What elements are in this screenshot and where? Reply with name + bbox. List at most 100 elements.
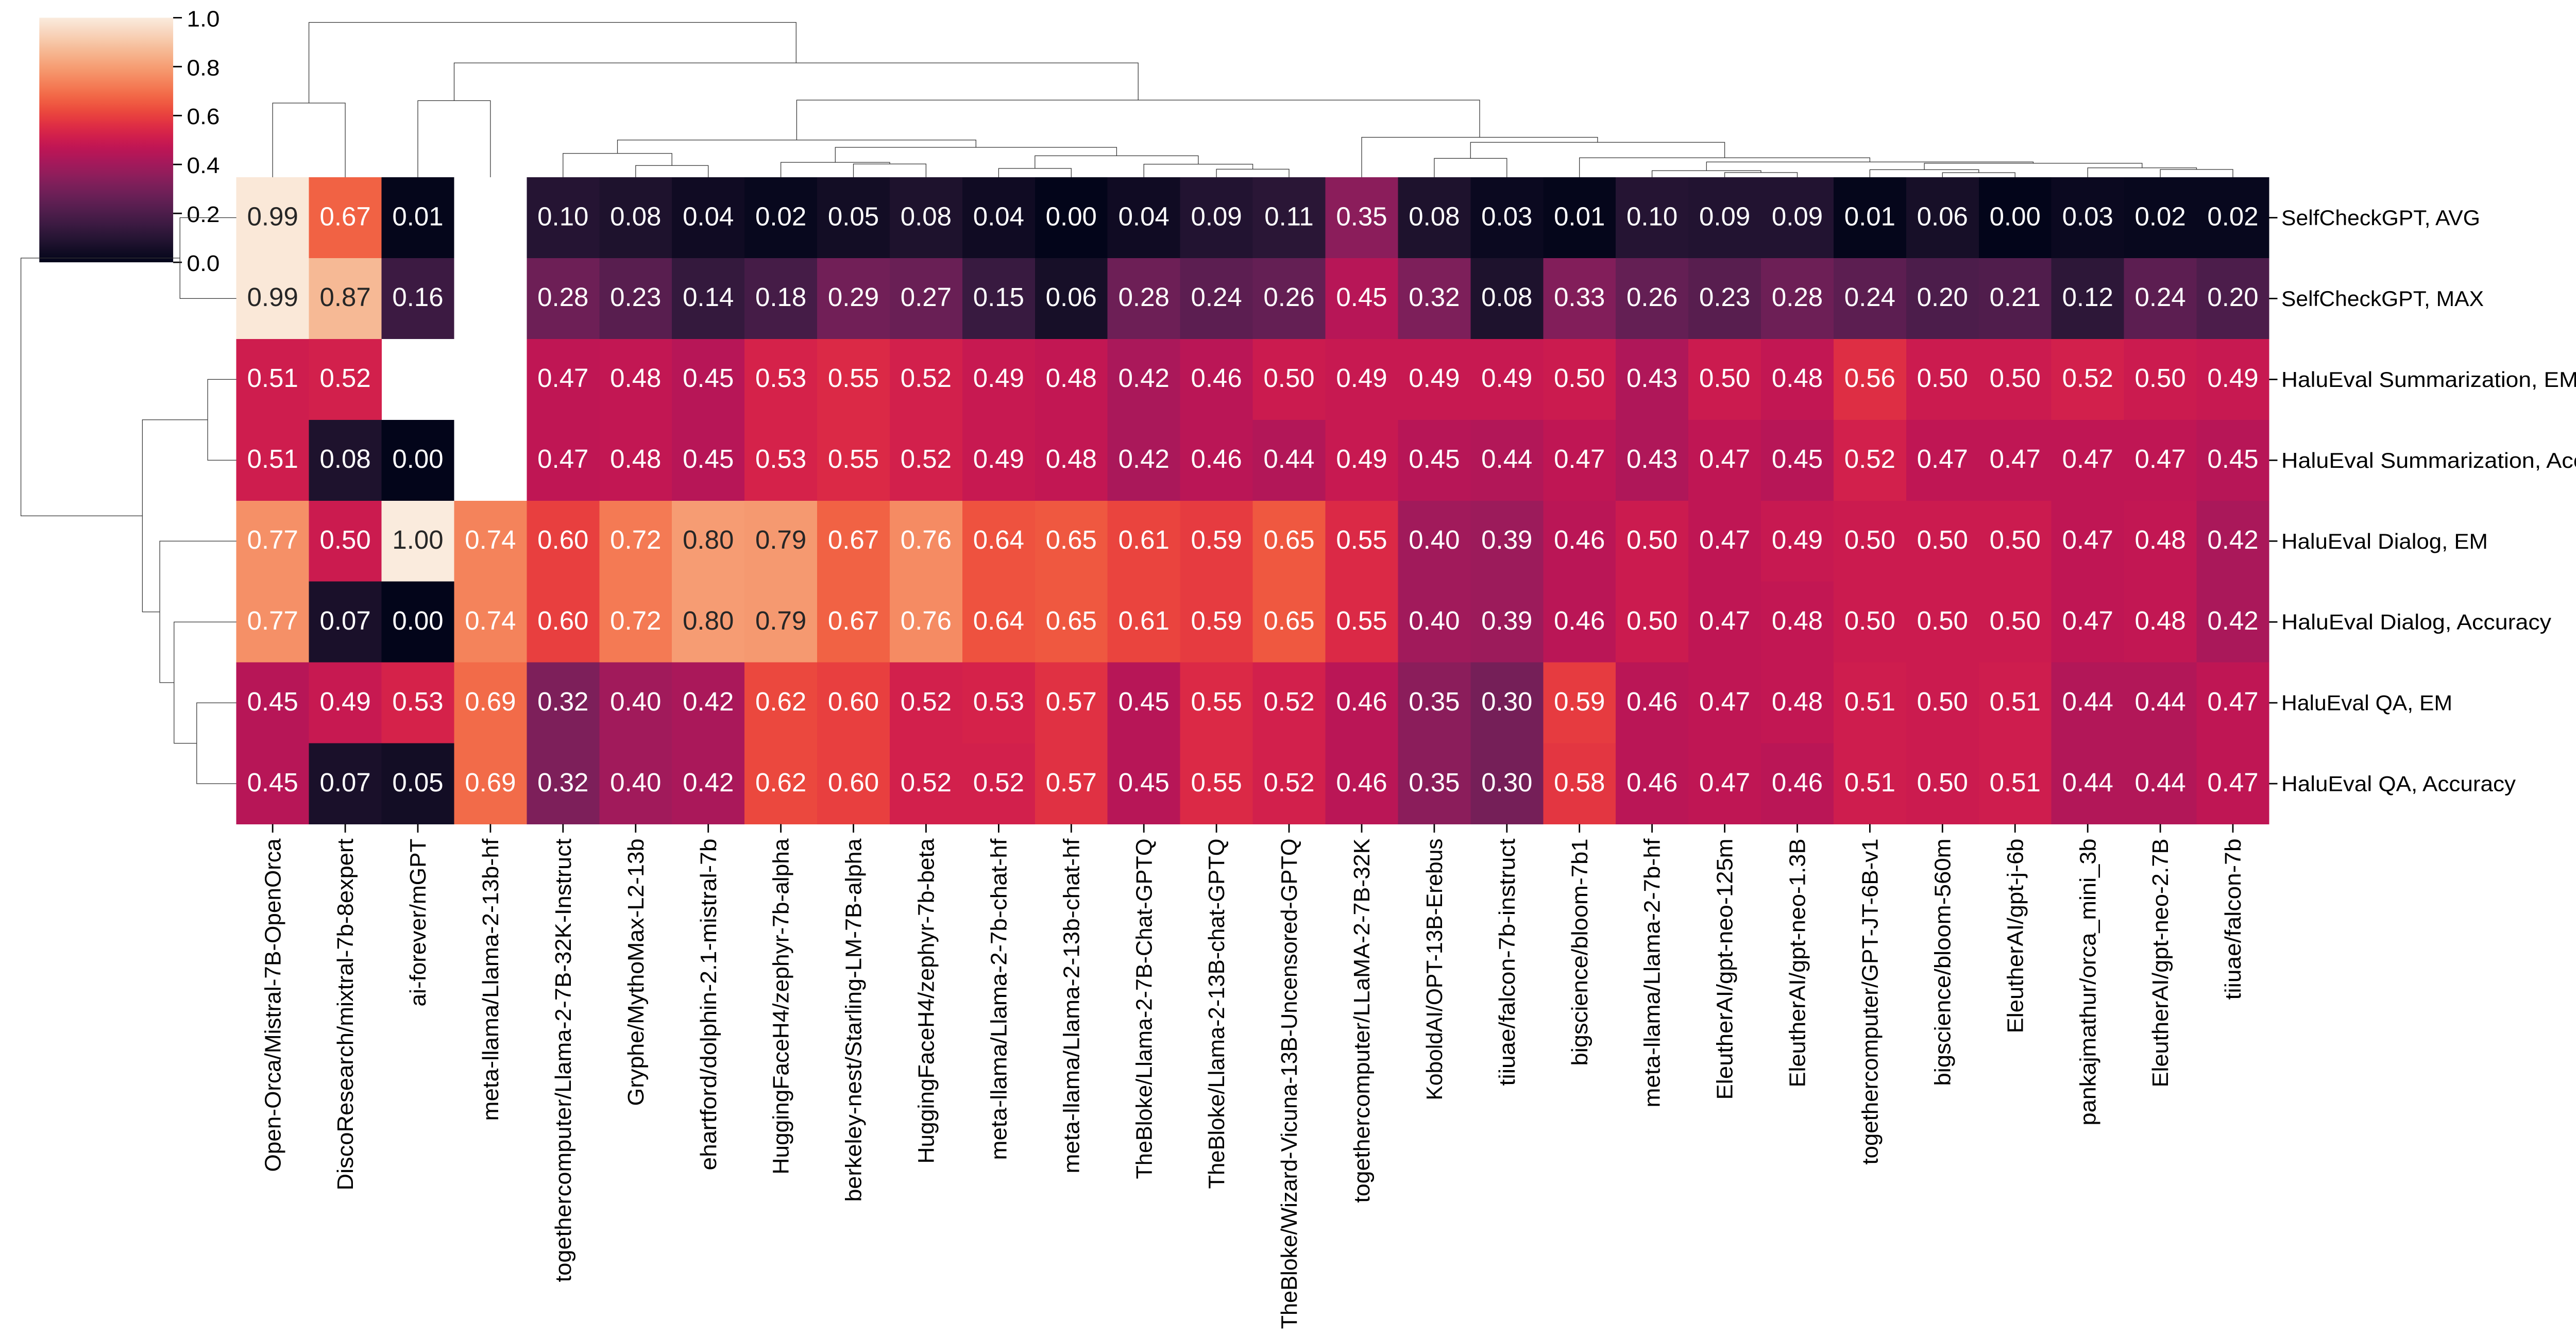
svg-text:0.48: 0.48 [1046,363,1097,393]
svg-text:0.67: 0.67 [828,525,879,554]
svg-text:0.40: 0.40 [610,687,661,716]
svg-text:0.01: 0.01 [392,201,443,231]
svg-text:0.52: 0.52 [901,444,952,473]
svg-text:0.45: 0.45 [1118,768,1170,797]
svg-text:1.0: 1.0 [187,7,220,31]
svg-text:0.50: 0.50 [2134,363,2185,393]
svg-text:0.50: 0.50 [1990,606,2041,635]
svg-text:0.43: 0.43 [1626,444,1677,473]
svg-text:HaluEval Dialog, Accuracy: HaluEval Dialog, Accuracy [2281,610,2551,634]
svg-text:0.06: 0.06 [1917,201,1968,231]
svg-text:0.32: 0.32 [537,768,588,797]
svg-text:0.48: 0.48 [610,363,661,393]
svg-text:0.87: 0.87 [319,282,370,312]
svg-text:0.02: 0.02 [2134,201,2185,231]
svg-text:HuggingFaceH4/zephyr-7b-beta: HuggingFaceH4/zephyr-7b-beta [914,838,939,1164]
svg-text:0.46: 0.46 [1336,768,1387,797]
svg-text:0.46: 0.46 [1554,606,1605,635]
svg-text:togethercomputer/Llama-2-7B-32: togethercomputer/Llama-2-7B-32K-Instruct [551,838,576,1282]
svg-text:0.46: 0.46 [1626,687,1677,716]
svg-text:0.60: 0.60 [828,768,879,797]
svg-text:0.51: 0.51 [247,363,298,393]
svg-text:EleutherAI/gpt-neo-2.7B: EleutherAI/gpt-neo-2.7B [2148,839,2173,1088]
svg-text:0.08: 0.08 [1409,201,1460,231]
svg-text:ehartford/dolphin-2.1-mistral-: ehartford/dolphin-2.1-mistral-7b [697,839,721,1171]
svg-text:0.51: 0.51 [247,444,298,473]
svg-text:0.57: 0.57 [1046,768,1097,797]
svg-text:0.79: 0.79 [755,525,806,554]
svg-text:0.55: 0.55 [1336,606,1387,635]
svg-text:0.06: 0.06 [1046,282,1097,312]
svg-text:0.48: 0.48 [1046,444,1097,473]
svg-text:0.40: 0.40 [1409,606,1460,635]
svg-text:0.00: 0.00 [392,606,443,635]
svg-text:DiscoResearch/mixtral-7b-8expe: DiscoResearch/mixtral-7b-8expert [333,839,358,1191]
svg-text:0.55: 0.55 [1191,687,1242,716]
svg-text:0.46: 0.46 [1554,525,1605,554]
svg-text:TheBloke/Llama-2-7B-Chat-GPTQ: TheBloke/Llama-2-7B-Chat-GPTQ [1132,839,1157,1179]
svg-text:HaluEval QA, EM: HaluEval QA, EM [2281,691,2452,715]
svg-text:togethercomputer/GPT-JT-6B-v1: togethercomputer/GPT-JT-6B-v1 [1858,839,1883,1165]
svg-text:0.77: 0.77 [247,525,298,554]
svg-text:HaluEval Dialog, EM: HaluEval Dialog, EM [2281,529,2488,553]
svg-text:0.03: 0.03 [1481,201,1532,231]
svg-text:0.76: 0.76 [901,525,952,554]
svg-text:0.10: 0.10 [1626,201,1677,231]
svg-text:0.47: 0.47 [1699,768,1750,797]
svg-text:EleutherAI/gpt-j-6b: EleutherAI/gpt-j-6b [2003,839,2028,1034]
svg-text:0.04: 0.04 [683,201,734,231]
svg-text:0.39: 0.39 [1481,606,1532,635]
svg-text:TheBloke/Wizard-Vicuna-13B-Unc: TheBloke/Wizard-Vicuna-13B-Uncensored-GP… [1277,839,1302,1329]
svg-text:TheBloke/Llama-2-13B-chat-GPTQ: TheBloke/Llama-2-13B-chat-GPTQ [1205,839,1229,1189]
svg-text:0.52: 0.52 [319,363,370,393]
svg-text:0.52: 0.52 [1844,444,1895,473]
svg-text:Open-Orca/Mistral-7B-OpenOrca: Open-Orca/Mistral-7B-OpenOrca [261,838,285,1172]
svg-text:EleutherAI/gpt-neo-1.3B: EleutherAI/gpt-neo-1.3B [1786,839,1810,1088]
svg-text:0.07: 0.07 [319,768,370,797]
svg-text:0.23: 0.23 [1699,282,1750,312]
svg-text:0.48: 0.48 [1772,606,1823,635]
svg-text:0.72: 0.72 [610,525,661,554]
svg-text:0.09: 0.09 [1191,201,1242,231]
svg-text:0.28: 0.28 [1772,282,1823,312]
svg-text:0.23: 0.23 [610,282,661,312]
svg-text:0.45: 0.45 [683,444,734,473]
svg-text:0.16: 0.16 [392,282,443,312]
svg-text:0.24: 0.24 [2134,282,2185,312]
svg-text:0.74: 0.74 [465,525,516,554]
svg-text:meta-llama/Llama-2-13b-chat-hf: meta-llama/Llama-2-13b-chat-hf [1059,838,1084,1174]
svg-text:0.6: 0.6 [187,105,220,129]
svg-text:meta-llama/Llama-2-13b-hf: meta-llama/Llama-2-13b-hf [479,838,503,1121]
svg-text:HaluEval Summarization, EM: HaluEval Summarization, EM [2281,367,2576,392]
svg-text:0.00: 0.00 [392,444,443,473]
svg-text:0.67: 0.67 [319,201,370,231]
svg-text:0.69: 0.69 [465,687,516,716]
svg-text:togethercomputer/LLaMA-2-7B-32: togethercomputer/LLaMA-2-7B-32K [1350,839,1375,1203]
svg-text:0.00: 0.00 [1046,201,1097,231]
svg-text:0.02: 0.02 [2207,201,2258,231]
svg-text:0.42: 0.42 [2207,606,2258,635]
svg-text:0.50: 0.50 [1844,525,1895,554]
svg-text:0.51: 0.51 [1990,687,2041,716]
svg-text:0.58: 0.58 [1554,768,1605,797]
svg-text:HaluEval Summarization, Accura: HaluEval Summarization, Accuracy [2281,448,2576,472]
svg-text:0.52: 0.52 [1263,768,1314,797]
svg-text:0.80: 0.80 [683,606,734,635]
svg-text:pankajmathur/orca_mini_3b: pankajmathur/orca_mini_3b [2076,838,2100,1125]
svg-text:0.65: 0.65 [1263,525,1314,554]
svg-text:0.62: 0.62 [755,687,806,716]
svg-text:0.24: 0.24 [1191,282,1242,312]
svg-text:0.47: 0.47 [2207,687,2258,716]
svg-text:0.47: 0.47 [2062,525,2113,554]
svg-text:1.00: 1.00 [392,525,443,554]
svg-text:0.59: 0.59 [1554,687,1605,716]
svg-text:Gryphe/MythoMax-L2-13b: Gryphe/MythoMax-L2-13b [624,839,649,1106]
svg-text:0.52: 0.52 [901,687,952,716]
svg-text:bigscience/bloom-7b1: bigscience/bloom-7b1 [1568,839,1592,1066]
svg-text:0.35: 0.35 [1409,687,1460,716]
svg-text:0.18: 0.18 [755,282,806,312]
svg-text:0.05: 0.05 [828,201,879,231]
svg-text:0.52: 0.52 [1263,687,1314,716]
svg-text:berkeley-nest/Starling-LM-7B-a: berkeley-nest/Starling-LM-7B-alpha [842,838,867,1202]
svg-text:0.47: 0.47 [2207,768,2258,797]
